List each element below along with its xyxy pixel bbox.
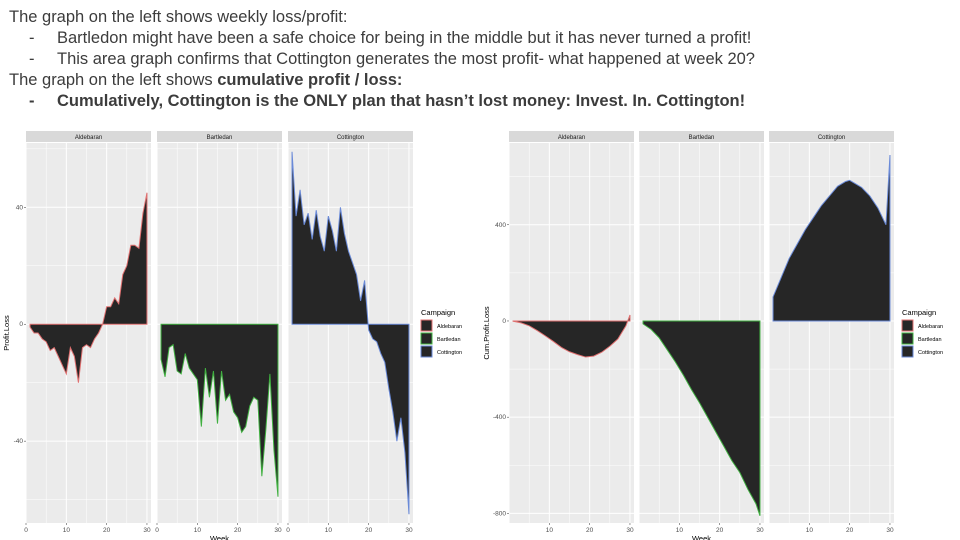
x-axis-title: Week <box>692 534 711 540</box>
x-axis-title: Week <box>210 534 229 540</box>
x-tick-label: 20 <box>234 527 242 534</box>
legend-title: Campaign <box>902 308 936 317</box>
bullet-2: - This area graph confirms that Cottingto… <box>9 49 949 70</box>
facet-strip <box>157 131 282 142</box>
legend-key <box>901 332 914 345</box>
weekly-profit-chart: Aldebaran 0 10 20 30 Bartledan 0 10 20 30 Cottingt… <box>2 131 462 540</box>
intro-line-1-text: The graph on the left shows weekly loss/… <box>9 8 348 26</box>
x-tick-label: 20 <box>586 527 594 534</box>
area-bartledan <box>160 323 279 497</box>
bullet-1-text: Bartledon might have been a safe choice … <box>57 29 752 47</box>
bullet-dash: - <box>29 29 35 47</box>
x-tick-label: 0 <box>286 527 290 534</box>
facet-label: Bartledan <box>689 135 715 141</box>
facet-label: Aldebaran <box>558 135 585 141</box>
area-cottington <box>772 154 891 322</box>
x-tick-label: 10 <box>676 527 684 534</box>
legend-label: Bartledan <box>437 337 461 343</box>
cumulative-profit-chart: Aldebaran 10 20 30 Bartledan 10 20 30 Cottington… <box>482 131 943 540</box>
intro-line-2-bold: cumulative profit / loss: <box>217 71 403 89</box>
intro-line-2-prefix: The graph on the left shows <box>9 71 218 89</box>
facet-label: Aldebaran <box>75 135 102 141</box>
facet-strip <box>288 131 413 142</box>
x-tick-label: 0 <box>24 527 28 534</box>
legend-label: Aldebaran <box>437 324 462 330</box>
y-axis-title: Profit.Loss <box>2 315 11 351</box>
y-tick-label: 0 <box>502 318 506 325</box>
legend-key <box>420 319 433 332</box>
facet-label: Cottington <box>818 135 845 141</box>
facet-label: Cottington <box>337 135 364 141</box>
y-axis-title: Cum.Profit.Loss <box>482 306 491 360</box>
facet-label: Bartledan <box>207 135 233 141</box>
x-tick-label: 10 <box>806 527 814 534</box>
legend-label: Cottington <box>437 350 462 356</box>
legend-key <box>901 345 914 358</box>
facet-strip <box>769 131 894 142</box>
area-bartledan <box>642 320 761 516</box>
slide-text: The graph on the left shows weekly loss/… <box>9 7 949 112</box>
x-tick-label: 30 <box>143 527 151 534</box>
y-tick-label: -800 <box>493 510 506 517</box>
legend-key <box>901 319 914 332</box>
facet-strip <box>509 131 634 142</box>
y-tick-label: -400 <box>493 414 506 421</box>
legend-label: Aldebaran <box>918 324 943 330</box>
x-tick-label: 20 <box>716 527 724 534</box>
x-tick-label: 30 <box>626 527 634 534</box>
bullet-2-text: This area graph confirms that Cottington… <box>57 50 755 68</box>
bullet-1: - Bartledon might have been a safe choice… <box>9 28 949 49</box>
x-tick-label: 10 <box>325 527 333 534</box>
legend-key <box>420 332 433 345</box>
legend-label: Cottington <box>918 350 943 356</box>
facet-strip <box>639 131 764 142</box>
area-aldebaran <box>512 314 631 358</box>
x-tick-label: 10 <box>546 527 554 534</box>
x-tick-label: 10 <box>194 527 202 534</box>
x-tick-label: 20 <box>846 527 854 534</box>
legend-label: Bartledan <box>918 337 942 343</box>
x-tick-label: 30 <box>274 527 282 534</box>
x-tick-label: 30 <box>756 527 764 534</box>
legend-key <box>420 345 433 358</box>
y-tick-label: 400 <box>495 222 506 229</box>
intro-line-2: The graph on the left shows cumulative p… <box>9 70 949 91</box>
x-tick-label: 0 <box>155 527 159 534</box>
y-tick-label: -40 <box>14 438 24 445</box>
legend-title: Campaign <box>421 308 455 317</box>
y-tick-label: 40 <box>16 204 24 211</box>
bullet-3-text: Cumulatively, Cottington is the ONLY pla… <box>57 92 746 110</box>
y-tick-label: 0 <box>19 321 23 328</box>
intro-line-1: The graph on the left shows weekly loss/… <box>9 7 949 28</box>
area-aldebaran <box>29 192 148 383</box>
x-tick-label: 30 <box>405 527 413 534</box>
bullet-dash: - <box>29 92 35 110</box>
area-cottington <box>291 151 410 515</box>
bullet-dash: - <box>29 50 35 68</box>
bullet-3: - Cumulatively, Cottington is the ONLY pl… <box>9 91 949 112</box>
x-tick-label: 10 <box>63 527 71 534</box>
x-tick-label: 20 <box>103 527 111 534</box>
x-tick-label: 20 <box>365 527 373 534</box>
facet-strip <box>26 131 151 142</box>
x-tick-label: 30 <box>886 527 894 534</box>
